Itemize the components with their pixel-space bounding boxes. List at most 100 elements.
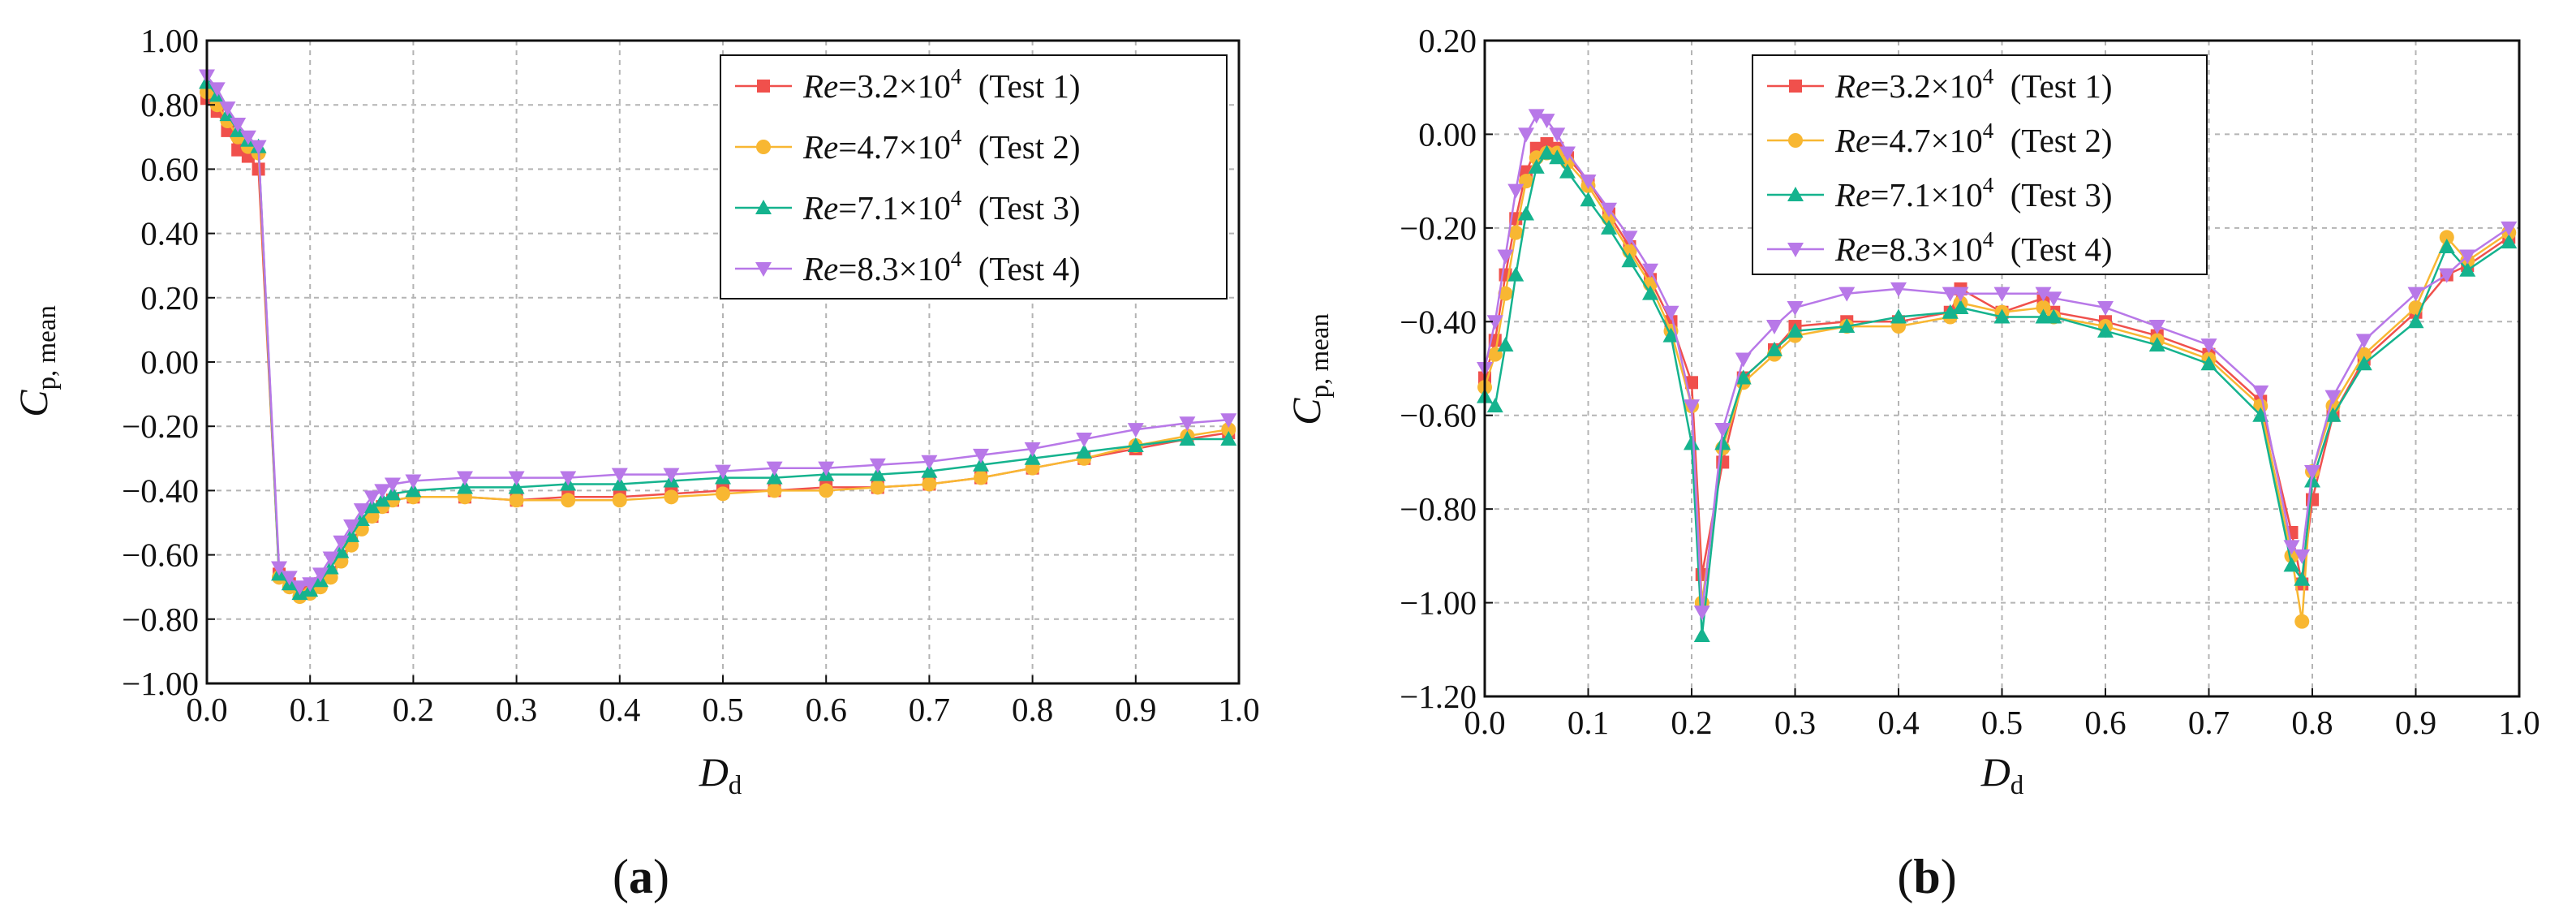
data-point (560, 471, 577, 486)
data-point (1662, 305, 1679, 321)
data-point (457, 471, 473, 486)
x-tick-label: 0.9 (1115, 691, 1156, 728)
y-axis-label-a: Cp, mean (11, 305, 62, 417)
legend-b: Re=3.2×104 (Test 1) Re=4.7×104 (Test 2) Re… (1752, 54, 2208, 275)
data-point (1838, 287, 1856, 302)
data-point (1076, 433, 1093, 448)
data-point (343, 519, 360, 534)
data-point (766, 469, 783, 485)
data-point (1076, 443, 1093, 459)
data-point (2045, 291, 2062, 307)
x-tick-label: 0.6 (806, 691, 847, 728)
data-point (1528, 158, 1545, 174)
data-point (1993, 287, 2010, 302)
data-point (1221, 422, 1236, 437)
data-point (209, 82, 226, 97)
data-point (2294, 614, 2310, 629)
x-tick-label: 1.0 (1218, 691, 1259, 728)
data-point (1580, 175, 1597, 190)
data-point (818, 461, 835, 476)
data-point (2148, 320, 2165, 335)
x-tick-label: 0.3 (1774, 704, 1816, 741)
data-point (1766, 320, 1783, 335)
data-point (1528, 109, 1545, 124)
legend-item: Re=3.2×104 (Test 1) (735, 64, 1081, 105)
x-tick-label: 0.3 (496, 691, 537, 728)
data-point (2304, 472, 2320, 488)
data-point (1662, 327, 1679, 343)
data-point (302, 577, 319, 593)
y-tick-labels-b: 0.20 0.00 −0.20 −0.40 −0.60 −0.80 −1.00 −1.20 (1400, 22, 1493, 715)
legend-marker (755, 200, 772, 214)
data-point (612, 493, 627, 508)
data-point (921, 455, 938, 470)
data-point (1486, 398, 1503, 413)
data-point (1518, 127, 1534, 143)
data-point (312, 567, 329, 583)
data-point (1621, 252, 1638, 268)
y-tick-label: −0.60 (1400, 397, 1477, 434)
data-point (2200, 356, 2217, 371)
data-point (715, 464, 731, 480)
data-point (973, 448, 989, 463)
data-point (2283, 540, 2300, 555)
data-point (2252, 407, 2269, 422)
legend-label: Re=8.3×104 (Test 4) (1834, 227, 2113, 268)
x-axis-label-a: Dd (699, 749, 742, 800)
data-point (1507, 183, 1525, 199)
plot-area-b (1477, 109, 2518, 642)
x-tick-label: 0.8 (2291, 704, 2333, 741)
data-point (767, 483, 782, 498)
data-point (2097, 322, 2114, 338)
legend-label: Re=8.3×104 (Test 4) (802, 247, 1081, 287)
data-point (1684, 399, 1700, 415)
data-point (1486, 315, 1503, 330)
y-tick-label: 1.00 (140, 22, 199, 59)
x-tick-label: 0.1 (290, 691, 331, 728)
y-tick-label: −0.20 (1400, 209, 1477, 247)
data-point (2438, 268, 2455, 283)
legend-label: Re=7.1×104 (Test 3) (802, 186, 1081, 226)
data-point (2200, 338, 2217, 354)
data-point (508, 479, 525, 494)
data-point (2324, 407, 2342, 422)
x-axis-label-b: Dd (1980, 749, 2024, 800)
series-line (1483, 114, 2510, 613)
legend-marker (1787, 243, 1804, 257)
data-point (973, 456, 989, 472)
x-tick-label: 0.4 (599, 691, 640, 728)
data-point (1766, 341, 1783, 356)
data-point (2407, 313, 2424, 329)
data-point (1220, 413, 1237, 429)
x-tick-label: 0.8 (1012, 691, 1053, 728)
data-point (322, 551, 339, 567)
data-point (1685, 376, 1698, 390)
legend-marker (755, 262, 772, 277)
x-tick-label: 0.1 (1568, 704, 1609, 741)
y-tick-label: −1.00 (1400, 584, 1477, 622)
legend-item: Re=4.7×104 (Test 2) (735, 125, 1081, 166)
data-point (281, 571, 298, 586)
data-point (870, 480, 885, 495)
data-point (1497, 337, 1514, 352)
x-tick-label: 1.0 (2498, 704, 2539, 741)
data-point (1714, 435, 1731, 450)
data-point (2097, 300, 2114, 316)
legend-item: Re=3.2×104 (Test 1) (1767, 64, 2113, 105)
data-point (664, 489, 679, 505)
legend-label: Re=3.2×104 (Test 1) (802, 64, 1081, 105)
data-point (869, 466, 886, 481)
data-point (239, 130, 256, 145)
chart-panel-b: 0.20 0.00 −0.20 −0.40 −0.60 −0.80 −1.00 −1.20 0… (1284, 22, 2540, 903)
data-point (405, 474, 422, 489)
data-point (1559, 146, 1576, 162)
legend-marker (757, 80, 770, 93)
data-point (1714, 423, 1731, 438)
data-point (1993, 308, 2010, 324)
x-tick-labels-b: 0.0 0.1 0.2 0.3 0.4 0.5 0.6 0.7 0.8 0.9 1.0 (1464, 688, 2540, 741)
data-point (2294, 571, 2311, 586)
data-point (1127, 423, 1144, 438)
data-point (333, 535, 350, 550)
y-tick-labels-a: 1.00 0.80 0.60 0.40 0.20 0.00 −0.20 −0.40 −0.60 −… (122, 22, 215, 702)
data-point (2459, 249, 2476, 265)
